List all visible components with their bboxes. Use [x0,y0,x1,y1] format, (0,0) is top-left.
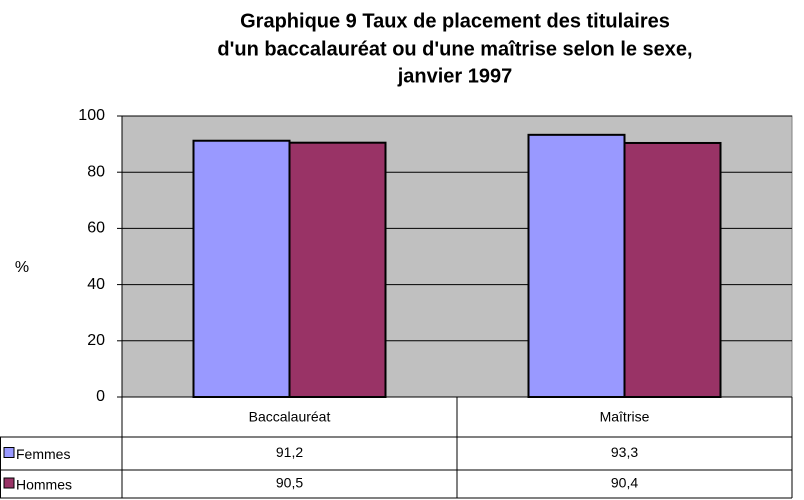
x-tick-label: Maîtrise [600,409,650,425]
chart-title: Graphique 9 Taux de placement des titula… [240,10,670,32]
chart-title: d'un baccalauréat ou d'une maîtrise selo… [217,38,692,60]
data-label: 90,5 [276,475,303,491]
y-tick-label: 60 [87,220,105,237]
y-tick-label: 80 [87,163,105,180]
legend-label: Femmes [16,446,70,462]
data-label: 93,3 [611,444,638,460]
y-tick-label: 100 [78,107,105,124]
y-tick-label: 0 [96,388,105,405]
data-label: 90,4 [611,475,638,491]
legend-swatch [3,447,15,458]
bar [623,141,722,398]
bar [288,141,387,398]
y-tick-label: 40 [87,276,105,293]
y-tick-label: 20 [87,332,105,349]
y-axis-label: % [15,259,29,276]
bar [527,133,626,398]
legend-swatch [3,477,15,489]
bar [192,139,291,398]
data-label: 91,2 [276,444,303,460]
x-tick-label: Baccalauréat [249,409,331,425]
chart-title: janvier 1997 [397,65,513,87]
legend-label: Hommes [16,477,72,493]
